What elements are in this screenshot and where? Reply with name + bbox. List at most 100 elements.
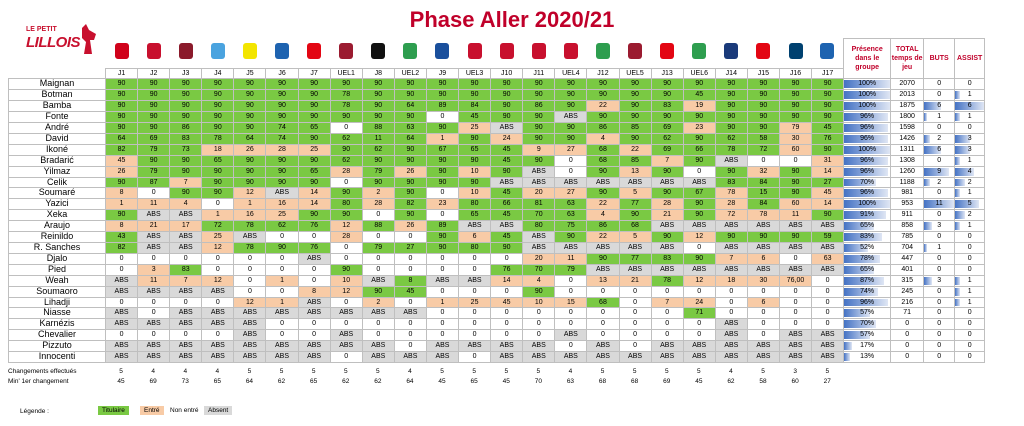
presence-bar — [844, 91, 890, 100]
match-cell: 0 — [425, 111, 460, 124]
match-cell: 90 — [522, 122, 556, 134]
match-cell: ABS — [425, 351, 460, 363]
match-cell: 7 — [169, 274, 203, 287]
match-cell: 62 — [714, 132, 748, 145]
presence-value: 96% — [860, 298, 875, 306]
assist-value: 0 — [967, 124, 972, 132]
match-cell: 28 — [265, 143, 299, 156]
match-cell: 90 — [522, 285, 556, 298]
presence-bar — [844, 145, 890, 154]
match-cell: ABS — [137, 285, 171, 298]
match-cell: 0 — [490, 285, 524, 298]
buts-header: BUTS — [923, 37, 956, 80]
player-row: Botman 90 90 90 90 90 90 90 78 90 90 90 90 90 90 90 90 90… — [8, 89, 986, 102]
buts-bar — [924, 222, 933, 231]
match-cell: ABS — [297, 351, 331, 363]
match-cell: 45 — [458, 111, 492, 124]
match-cell: 25 — [297, 143, 331, 156]
match-cell: 1 — [425, 132, 460, 145]
presence-value: 87% — [860, 276, 875, 284]
match-cell: 90 — [586, 111, 620, 124]
presence-cell: 100% — [843, 89, 892, 102]
player-row: Djalo 0 0 0 0 0 0 ABS 0 0 0 0 0 0 20 11 90 77 83 90 7 6 0 63 78%… — [8, 252, 986, 265]
min-changement-value: 64 — [406, 378, 414, 385]
match-cell: 90 — [682, 111, 716, 124]
match-cell: 83 — [169, 263, 203, 276]
presence-bar — [844, 353, 851, 361]
match-cell: 0 — [682, 285, 716, 298]
assist-cell: 0 — [954, 78, 986, 91]
match-cell: 80 — [522, 220, 556, 233]
match-cell: 26 — [393, 165, 427, 178]
assist-bar — [955, 276, 960, 285]
match-cell: ABS — [104, 307, 139, 320]
match-cell: ABS — [714, 340, 748, 353]
match-cell: ABS — [586, 242, 620, 254]
match-cell: 74 — [265, 122, 299, 134]
match-cell: 0 — [265, 329, 299, 342]
match-cell: 0 — [297, 263, 331, 276]
match-cell: 0 — [522, 307, 556, 320]
match-cell: 90 — [233, 165, 267, 178]
match-cell: 0 — [329, 252, 363, 265]
match-cell: 0 — [329, 242, 363, 254]
match-cell: 78 — [329, 100, 363, 113]
buts-cell: 3 — [923, 220, 956, 233]
match-cell: 90 — [554, 78, 588, 91]
match-cell: ABS — [522, 176, 556, 189]
match-cell: 0 — [425, 285, 460, 298]
assist-bar — [955, 102, 984, 111]
match-cell: 80 — [458, 242, 492, 254]
temps-value: 71 — [890, 307, 925, 320]
match-cell: ABS — [586, 176, 620, 189]
assist-value: 0 — [967, 320, 972, 328]
match-cell: 0 — [297, 231, 331, 243]
match-cell: 69 — [650, 122, 684, 134]
match-code: J14 — [714, 67, 748, 80]
match-cell: 76,00 — [778, 274, 813, 287]
match-cell: 0 — [425, 263, 460, 276]
match-cell: ABS — [618, 176, 652, 189]
match-cell: ABS — [778, 242, 813, 254]
buts-value: 0 — [937, 211, 942, 219]
match-cell: 27 — [554, 187, 588, 200]
buts-bar — [924, 178, 930, 187]
match-cell: 25 — [458, 296, 492, 309]
buts-cell: 0 — [923, 89, 956, 102]
match-cell: 90 — [458, 132, 492, 145]
player-row: André 90 90 86 90 90 74 65 0 88 63 90 25 ABS 90 90 86 85 6… — [8, 122, 986, 134]
match-cell: ABS — [233, 329, 267, 342]
buts-value: 6 — [937, 145, 942, 153]
match-cell: ABS — [297, 252, 331, 265]
changements-value: 5 — [279, 368, 284, 375]
match-cell: 0 — [811, 307, 845, 320]
presence-cell: 96% — [843, 165, 892, 178]
match-cell: 0 — [137, 296, 171, 309]
match-cell: 7 — [650, 154, 684, 167]
buts-bar — [924, 167, 949, 176]
min-changement-value: 60 — [791, 378, 799, 385]
match-cell: 0 — [201, 329, 235, 342]
match-cell: 90 — [714, 78, 748, 91]
match-cell: ABS — [586, 340, 620, 353]
match-cell: ABS — [104, 285, 139, 298]
player-row: Araujo 8 21 17 72 78 62 76 12 88 26 89 ABS ABS 80 75 86 6… — [8, 220, 986, 233]
match-cell: 90 — [714, 100, 748, 113]
player-name: Fonte — [8, 111, 106, 124]
match-cell: 90 — [201, 176, 235, 189]
buts-cell: 11 — [923, 198, 956, 211]
match-cell: 0 — [201, 263, 235, 276]
assist-value: 0 — [967, 353, 972, 361]
assist-value: 2 — [967, 178, 972, 186]
match-cell: ABS — [201, 307, 235, 320]
match-cell: 90 — [393, 111, 427, 124]
changements-value: 5 — [825, 368, 830, 375]
assist-cell: 2 — [954, 209, 986, 222]
player-name: Soumaré — [8, 187, 106, 200]
presence-value: 96% — [860, 124, 875, 132]
match-cell: 71 — [682, 307, 716, 320]
player-name: Bradarić — [8, 154, 106, 167]
match-cell: 0 — [329, 122, 363, 134]
match-cell: 73 — [169, 143, 203, 156]
legend-titulaire: Titulaire — [98, 406, 129, 415]
